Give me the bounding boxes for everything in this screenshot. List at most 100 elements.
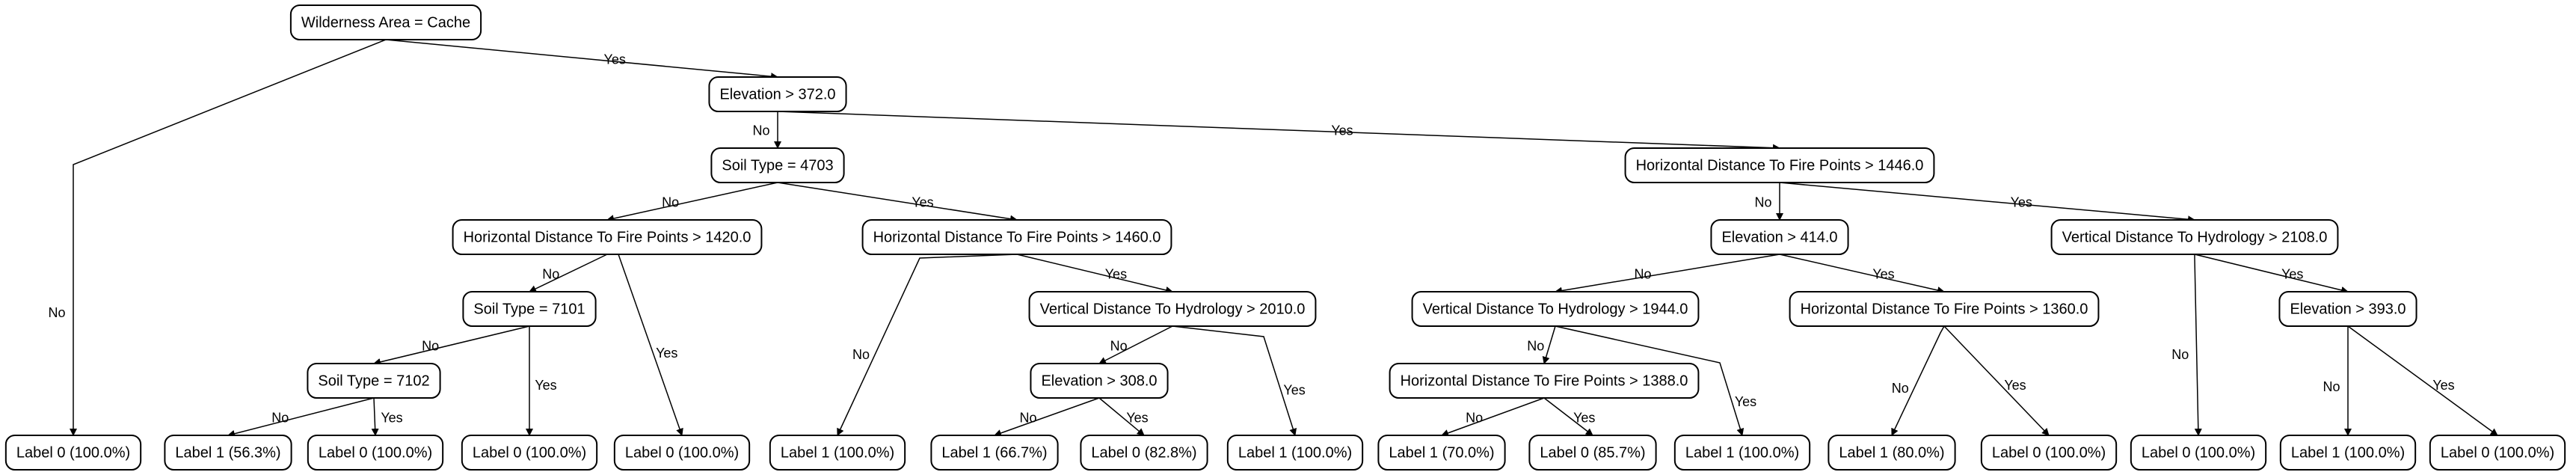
node-label: Vertical Distance To Hydrology > 2010.0 (1040, 301, 1306, 317)
node-label: Label 0 (85.7%) (1540, 444, 1645, 461)
node-box (2279, 435, 2417, 471)
decision-node: Elevation > 414.0 (1710, 219, 1849, 255)
node-box (1673, 435, 1811, 471)
node-label: Elevation > 372.0 (719, 86, 835, 102)
node-box (1226, 435, 1364, 471)
decision-node: Horizontal Distance To Fire Points > 138… (1389, 363, 1700, 399)
node-label: Elevation > 308.0 (1041, 373, 1157, 389)
edge-n0-n1 (385, 39, 778, 81)
edge-n9-n14 (1098, 325, 1173, 364)
edge-label-yes: Yes (1872, 266, 1894, 281)
node-label: Label 1 (100.0%) (1238, 444, 1352, 461)
edge-n14-l6 (994, 397, 1100, 437)
edge-label-no: No (48, 305, 65, 320)
decision-node: Elevation > 393.0 (2278, 291, 2417, 327)
node-box (710, 147, 845, 183)
leaf-node: Label 0 (100.0%) (1980, 435, 2118, 471)
edge-label-no: No (271, 410, 289, 425)
edge-label-yes: Yes (912, 194, 933, 209)
edge-label-yes: Yes (2011, 194, 2032, 209)
decision-node: Elevation > 308.0 (1030, 363, 1169, 399)
decision-node: Vertical Distance To Hydrology > 2108.0 (2050, 219, 2339, 255)
node-label: Wilderness Area = Cache (301, 14, 470, 31)
node-box (1828, 435, 1956, 471)
edge-label-no: No (1754, 194, 1771, 209)
edge-n7-l14 (2194, 254, 2202, 436)
node-box (462, 291, 597, 327)
leaf-node: Label 1 (56.3%) (164, 435, 292, 471)
edge-label-yes: Yes (2281, 266, 2303, 281)
node-box (1789, 291, 2100, 327)
leaf-node: Label 0 (100.0%) (4, 435, 142, 471)
edge-label-yes: Yes (381, 410, 402, 425)
edge-n6-n11 (1779, 254, 1945, 294)
node-box (1389, 363, 1700, 399)
node-box (1528, 435, 1657, 471)
edge-label-yes: Yes (604, 52, 626, 67)
node-box (1624, 147, 1935, 183)
edge-label-no: No (752, 123, 769, 138)
node-label: Elevation > 393.0 (2290, 301, 2406, 317)
edge-label-yes: Yes (656, 346, 677, 361)
node-label: Horizontal Distance To Fire Points > 136… (1801, 301, 2088, 317)
node-label: Label 1 (56.3%) (175, 444, 280, 461)
node-box (461, 435, 598, 471)
edge-n12-l16 (2347, 325, 2498, 436)
edge-n14-l7 (1098, 397, 1145, 436)
node-label: Label 0 (100.0%) (16, 444, 130, 461)
leaf-node: Label 1 (80.0%) (1828, 435, 1956, 471)
node-box (613, 435, 751, 471)
decision-node: Horizontal Distance To Fire Points > 136… (1789, 291, 2100, 327)
decision-node: Soil Type = 4703 (710, 147, 845, 183)
node-box (4, 435, 142, 471)
node-box (2050, 219, 2339, 255)
edge-n13-l2 (371, 397, 379, 436)
edge-label-no: No (662, 194, 679, 209)
node-box (307, 435, 444, 471)
node-box (1028, 291, 1317, 327)
edge-n5-l5 (837, 254, 1018, 436)
edge-n2-n4 (606, 182, 778, 222)
node-label: Horizontal Distance To Fire Points > 146… (873, 229, 1161, 245)
node-label: Label 0 (82.8%) (1091, 444, 1196, 461)
node-box (2429, 435, 2566, 471)
decision-node: Elevation > 372.0 (708, 76, 847, 112)
edge-label-no: No (2323, 379, 2340, 394)
edge-label-no: No (852, 347, 870, 362)
decision-node: Horizontal Distance To Fire Points > 146… (861, 219, 1172, 255)
decision-node: Horizontal Distance To Fire Points > 142… (452, 219, 763, 255)
leaf-node: Label 1 (100.0%) (1226, 435, 1364, 471)
edge-n0-l0 (70, 39, 387, 436)
edge-n11-l13 (1943, 325, 2050, 436)
node-label: Label 1 (80.0%) (1839, 444, 1944, 461)
node-box (1980, 435, 2118, 471)
edge-label-no: No (1466, 410, 1483, 425)
decision-node: Soil Type = 7101 (462, 291, 597, 327)
leaf-node: Label 0 (100.0%) (307, 435, 444, 471)
node-label: Label 0 (100.0%) (1992, 444, 2106, 461)
edge-label-yes: Yes (535, 378, 556, 393)
node-label: Label 1 (70.0%) (1389, 444, 1494, 461)
node-box (2278, 291, 2417, 327)
node-label: Horizontal Distance To Fire Points > 138… (1401, 373, 1688, 389)
decision-node: Horizontal Distance To Fire Points > 144… (1624, 147, 1935, 183)
edge-n7-n12 (2194, 254, 2349, 294)
node-label: Soil Type = 4703 (722, 157, 833, 174)
node-box (2130, 435, 2267, 471)
node-label: Label 1 (100.0%) (1685, 444, 1799, 461)
node-label: Label 0 (100.0%) (2441, 444, 2554, 461)
leaf-node: Label 0 (100.0%) (613, 435, 751, 471)
node-box (452, 219, 763, 255)
node-label: Label 0 (100.0%) (625, 444, 739, 461)
edge-label-yes: Yes (1735, 394, 1756, 409)
edge-n5-n9 (1016, 254, 1173, 294)
decision-node: Vertical Distance To Hydrology > 1944.0 (1411, 291, 1700, 327)
edge-n10-n15 (1542, 325, 1556, 364)
node-label: Label 1 (100.0%) (781, 444, 894, 461)
node-label: Label 0 (100.0%) (473, 444, 586, 461)
node-box (1710, 219, 1849, 255)
edge-label-no: No (1110, 338, 1128, 353)
edge-n1-n3 (777, 111, 1780, 152)
decision-node: Soil Type = 7102 (307, 363, 441, 399)
